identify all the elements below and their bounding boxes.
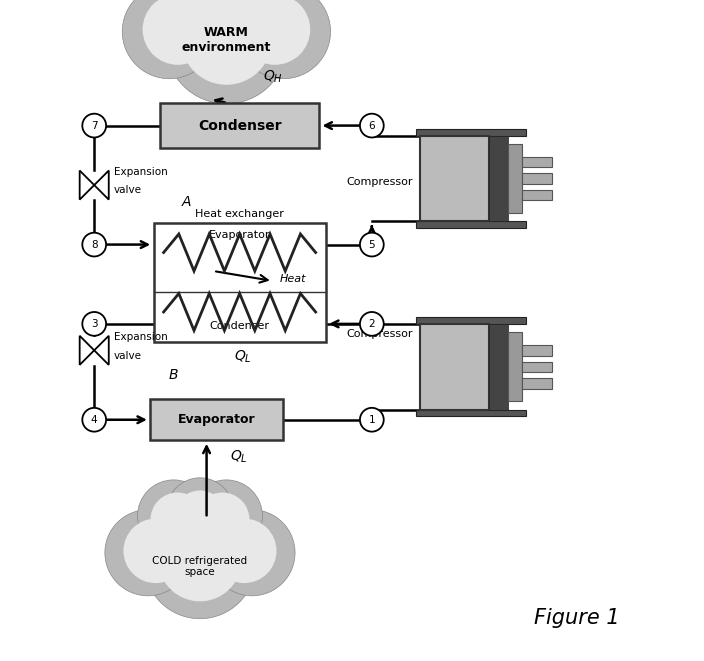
Circle shape: [237, 0, 331, 79]
Bar: [508, 144, 522, 213]
Bar: [417, 317, 525, 324]
Circle shape: [239, 0, 310, 65]
Text: 5: 5: [368, 239, 375, 250]
Bar: [522, 362, 552, 372]
Polygon shape: [94, 336, 108, 365]
Circle shape: [190, 480, 263, 552]
Text: 3: 3: [91, 319, 98, 329]
Circle shape: [199, 0, 253, 18]
Circle shape: [82, 114, 106, 137]
Circle shape: [123, 519, 188, 583]
Text: valve: valve: [114, 350, 142, 361]
Circle shape: [82, 408, 106, 432]
Circle shape: [360, 408, 384, 432]
Text: 8: 8: [91, 239, 98, 250]
Circle shape: [151, 492, 205, 547]
Circle shape: [215, 0, 295, 31]
Circle shape: [195, 492, 249, 547]
Circle shape: [158, 0, 237, 31]
Circle shape: [221, 0, 281, 25]
Bar: [522, 157, 552, 167]
Circle shape: [190, 0, 263, 22]
Circle shape: [212, 519, 277, 583]
Bar: [417, 221, 525, 228]
Text: valve: valve: [114, 185, 142, 196]
Text: 6: 6: [368, 120, 375, 131]
Bar: [420, 136, 489, 221]
Circle shape: [122, 0, 217, 79]
Polygon shape: [80, 336, 94, 365]
Circle shape: [144, 508, 256, 619]
Circle shape: [105, 510, 191, 596]
Text: $Q_H$: $Q_H$: [263, 69, 283, 85]
Bar: [522, 173, 552, 184]
Text: Expansion: Expansion: [114, 332, 168, 342]
Circle shape: [165, 0, 287, 104]
Bar: [522, 378, 552, 389]
Bar: [417, 129, 525, 136]
Bar: [489, 136, 508, 221]
Circle shape: [360, 114, 384, 137]
Circle shape: [209, 510, 295, 596]
Polygon shape: [80, 171, 94, 200]
Text: 4: 4: [91, 414, 98, 425]
Circle shape: [360, 233, 384, 256]
Circle shape: [167, 478, 233, 545]
Bar: [417, 410, 525, 416]
Text: Heat exchanger: Heat exchanger: [195, 208, 284, 219]
Text: $Q_L$: $Q_L$: [234, 349, 252, 365]
Text: $Q_L$: $Q_L$: [230, 449, 248, 465]
Text: 1: 1: [368, 414, 375, 425]
Text: Figure 1: Figure 1: [534, 608, 620, 628]
FancyBboxPatch shape: [151, 399, 282, 440]
Circle shape: [143, 0, 213, 65]
Bar: [522, 345, 552, 356]
Circle shape: [82, 312, 106, 336]
Text: A: A: [182, 194, 191, 209]
Circle shape: [82, 233, 106, 256]
Bar: [153, 223, 325, 342]
Text: 2: 2: [368, 319, 375, 329]
Bar: [489, 324, 508, 410]
Text: Evaporator: Evaporator: [209, 230, 270, 241]
Text: Condenser: Condenser: [210, 321, 270, 331]
Bar: [522, 190, 552, 200]
Text: Expansion: Expansion: [114, 167, 168, 177]
FancyBboxPatch shape: [161, 103, 319, 148]
Text: Condenser: Condenser: [198, 118, 282, 133]
Bar: [420, 324, 489, 410]
Text: WARM
environment: WARM environment: [182, 26, 271, 54]
Text: B: B: [169, 368, 178, 382]
Text: Evaporator: Evaporator: [177, 413, 256, 426]
Circle shape: [360, 312, 384, 336]
Text: Compressor: Compressor: [346, 176, 413, 187]
Text: Compressor: Compressor: [346, 329, 413, 339]
Polygon shape: [94, 171, 108, 200]
Circle shape: [181, 0, 272, 85]
Text: 7: 7: [91, 120, 98, 131]
Text: Heat: Heat: [279, 274, 306, 284]
Bar: [508, 332, 522, 401]
Circle shape: [158, 518, 241, 602]
Circle shape: [172, 0, 232, 25]
Circle shape: [137, 480, 210, 552]
Circle shape: [175, 490, 225, 541]
Text: COLD refrigerated
space: COLD refrigerated space: [152, 556, 248, 577]
